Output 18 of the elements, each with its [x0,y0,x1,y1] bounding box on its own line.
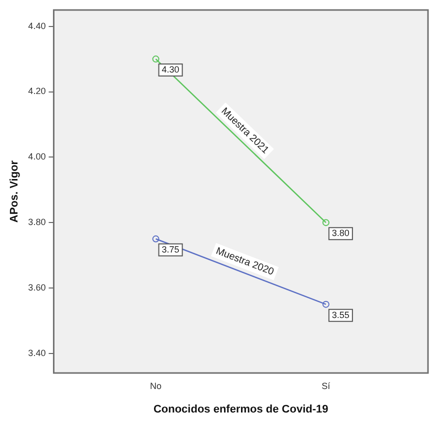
data-label: 3.75 [162,244,180,254]
x-tick-label: Sí [322,380,331,391]
y-tick-label: 3.40 [28,348,46,358]
y-tick-label: 3.80 [28,217,46,228]
y-axis-title: APos. Vigor [8,160,21,223]
data-label: 3.80 [332,228,350,238]
data-label: 4.30 [162,64,180,75]
y-tick-label: 4.20 [28,86,46,96]
y-tick-label: 3.60 [28,282,46,292]
point [322,300,330,308]
point [152,56,160,63]
point [322,219,330,226]
data-label: 3.55 [332,310,350,320]
point [152,235,160,242]
x-axis-title: Conocidos enfermos de Covid-19 [153,403,328,416]
y-tick-label: 4.40 [28,20,46,31]
x-tick-label: No [150,380,162,391]
y-tick-label: 4.00 [28,152,46,162]
